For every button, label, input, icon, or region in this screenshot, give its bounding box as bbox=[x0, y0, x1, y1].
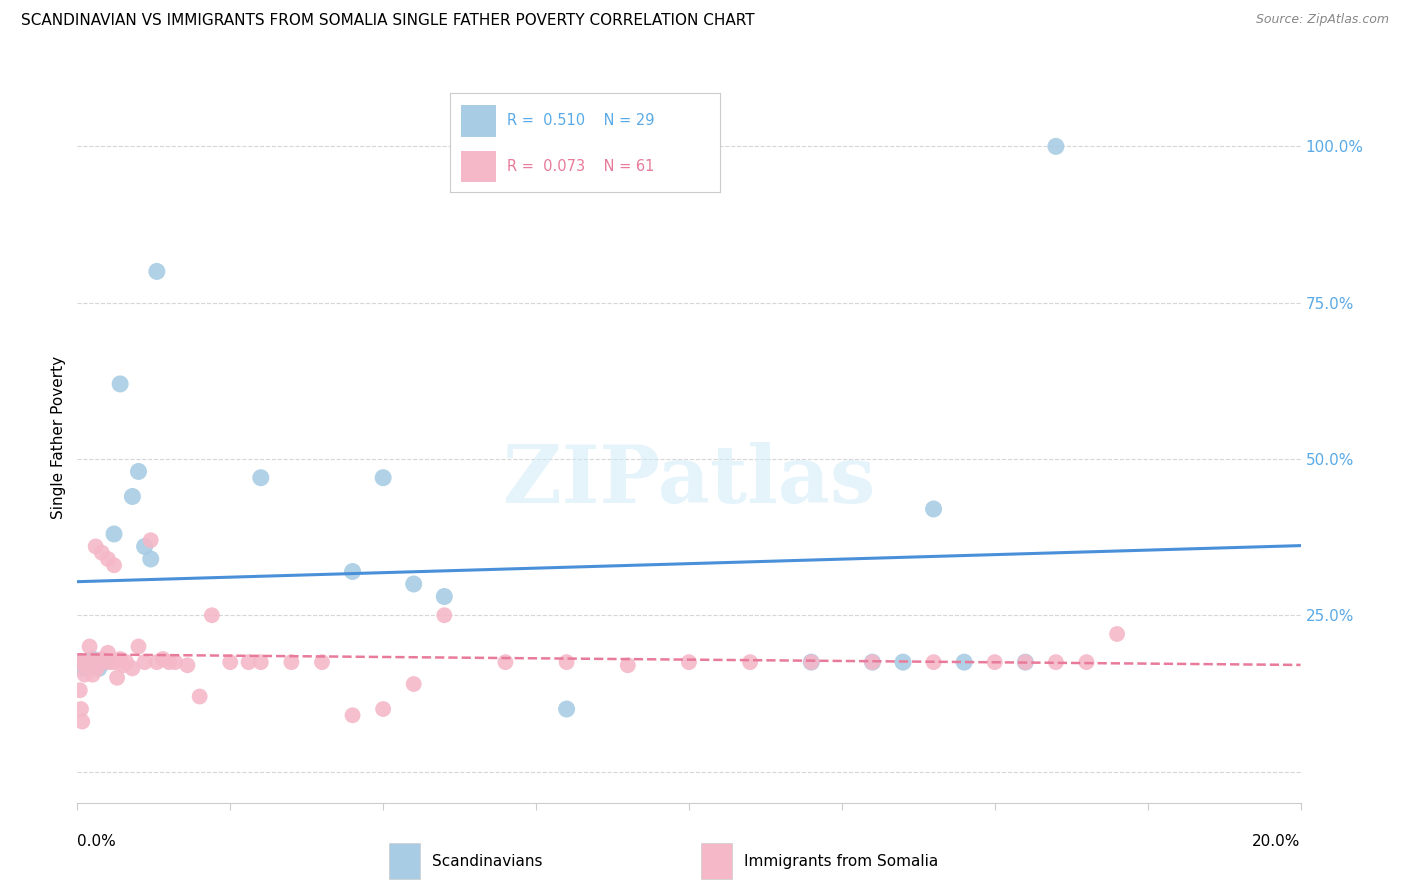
Y-axis label: Single Father Poverty: Single Father Poverty bbox=[51, 356, 66, 518]
Point bbox=[70, 714, 93, 729]
Point bbox=[238, 655, 260, 669]
Point bbox=[90, 546, 112, 560]
Point bbox=[73, 667, 96, 681]
Text: 0.0%: 0.0% bbox=[77, 834, 117, 849]
Point bbox=[127, 465, 149, 479]
Point bbox=[76, 658, 98, 673]
Point bbox=[134, 655, 156, 669]
Point bbox=[984, 655, 1007, 669]
Point bbox=[112, 658, 135, 673]
Point bbox=[371, 471, 394, 485]
Point bbox=[280, 655, 302, 669]
Point bbox=[371, 702, 394, 716]
Point bbox=[188, 690, 211, 704]
Point bbox=[82, 667, 104, 681]
Point bbox=[105, 671, 128, 685]
Point bbox=[953, 655, 976, 669]
Point bbox=[495, 655, 517, 669]
Point bbox=[72, 655, 94, 669]
Point bbox=[678, 655, 700, 669]
Point bbox=[87, 661, 110, 675]
Point bbox=[86, 661, 108, 675]
Point bbox=[146, 264, 169, 278]
Point bbox=[219, 655, 242, 669]
Point bbox=[402, 677, 425, 691]
Point bbox=[201, 608, 224, 623]
Point bbox=[72, 661, 94, 675]
Point bbox=[121, 661, 143, 675]
Point bbox=[152, 652, 174, 666]
Point bbox=[433, 590, 456, 604]
Point bbox=[103, 527, 125, 541]
Point bbox=[862, 655, 884, 669]
Point bbox=[1014, 655, 1036, 669]
Point bbox=[69, 683, 91, 698]
Point bbox=[108, 652, 131, 666]
Point bbox=[134, 540, 156, 554]
Point bbox=[1045, 655, 1067, 669]
Point bbox=[97, 552, 120, 566]
Point bbox=[311, 655, 333, 669]
Text: 20.0%: 20.0% bbox=[1253, 834, 1301, 849]
Point bbox=[342, 565, 364, 579]
Point bbox=[891, 655, 914, 669]
Point bbox=[90, 655, 112, 669]
Point bbox=[165, 655, 187, 669]
Text: Source: ZipAtlas.com: Source: ZipAtlas.com bbox=[1256, 13, 1389, 27]
Point bbox=[176, 658, 198, 673]
Point bbox=[97, 646, 120, 660]
Point bbox=[84, 540, 107, 554]
Point bbox=[108, 376, 131, 391]
Point bbox=[121, 490, 143, 504]
Point bbox=[79, 640, 101, 654]
Point bbox=[76, 655, 98, 669]
Point bbox=[342, 708, 364, 723]
Point bbox=[139, 552, 162, 566]
Point bbox=[250, 655, 273, 669]
Text: SCANDINAVIAN VS IMMIGRANTS FROM SOMALIA SINGLE FATHER POVERTY CORRELATION CHART: SCANDINAVIAN VS IMMIGRANTS FROM SOMALIA … bbox=[21, 13, 755, 29]
Point bbox=[922, 655, 945, 669]
Point bbox=[740, 655, 762, 669]
Point bbox=[80, 655, 103, 669]
Point bbox=[103, 558, 125, 573]
Point bbox=[1045, 139, 1067, 153]
Point bbox=[84, 655, 107, 669]
Point bbox=[157, 655, 180, 669]
Point bbox=[127, 640, 149, 654]
Point bbox=[69, 655, 91, 669]
Point bbox=[84, 655, 107, 669]
Point bbox=[94, 655, 117, 669]
Point bbox=[1076, 655, 1098, 669]
Point bbox=[100, 655, 122, 669]
Point bbox=[70, 702, 93, 716]
Point bbox=[103, 655, 125, 669]
Point bbox=[1014, 655, 1036, 669]
Point bbox=[82, 652, 104, 666]
Point bbox=[555, 655, 578, 669]
Point bbox=[250, 471, 273, 485]
Point bbox=[79, 658, 101, 673]
Point bbox=[922, 502, 945, 516]
Point bbox=[617, 658, 640, 673]
Point bbox=[90, 652, 112, 666]
Point bbox=[862, 655, 884, 669]
Point bbox=[94, 655, 117, 669]
Point bbox=[1107, 627, 1129, 641]
Point bbox=[146, 655, 169, 669]
Point bbox=[800, 655, 823, 669]
Point bbox=[67, 655, 90, 669]
Point bbox=[139, 533, 162, 548]
Point bbox=[115, 655, 138, 669]
Point bbox=[75, 655, 97, 669]
Point bbox=[402, 577, 425, 591]
Point bbox=[555, 702, 578, 716]
Point bbox=[433, 608, 456, 623]
Point bbox=[77, 661, 100, 675]
Point bbox=[800, 655, 823, 669]
Text: ZIPatlas: ZIPatlas bbox=[503, 442, 875, 520]
Point bbox=[87, 655, 110, 669]
